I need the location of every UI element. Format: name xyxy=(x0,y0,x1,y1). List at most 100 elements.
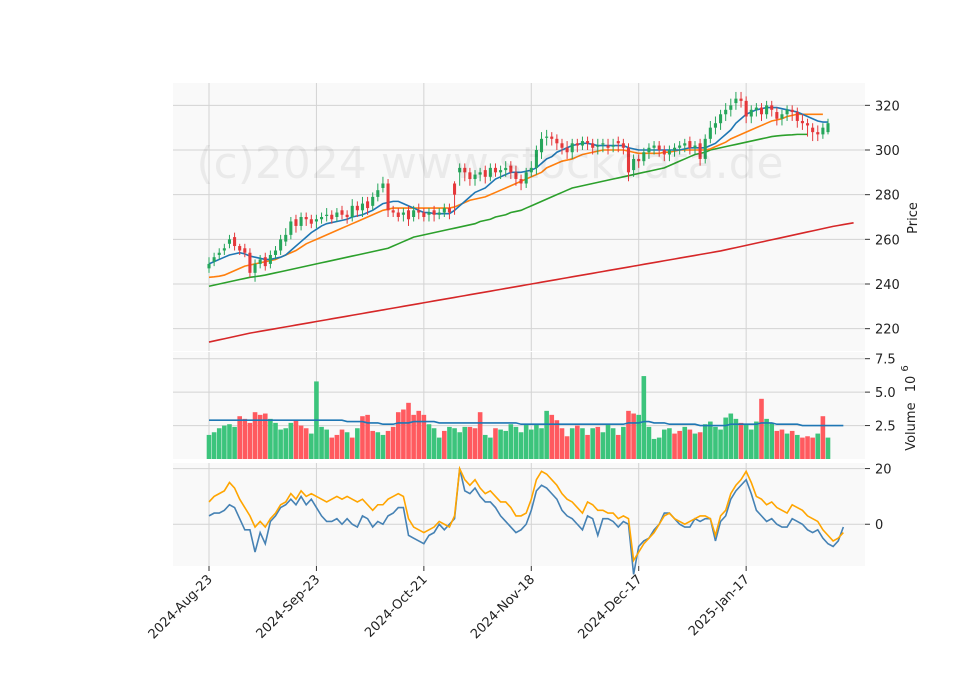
candle-body-118 xyxy=(811,127,815,133)
candle-body-111 xyxy=(775,112,779,119)
x-tick-label-5: 2025-Jan-17 xyxy=(686,572,753,639)
candle-body-117 xyxy=(806,123,810,126)
candle-body-46 xyxy=(442,208,446,213)
volume-bar-83 xyxy=(631,413,636,459)
volume-bar-30 xyxy=(360,416,365,459)
volume-bar-76 xyxy=(595,426,601,459)
volume-bar-28 xyxy=(349,437,355,459)
candle-body-13 xyxy=(273,250,278,255)
candle-body-0 xyxy=(207,263,211,269)
candle-body-23 xyxy=(325,214,329,216)
candle-body-88 xyxy=(657,145,661,150)
candle-body-48 xyxy=(453,183,457,195)
volume-bar-80 xyxy=(615,434,621,459)
volume-bar-51 xyxy=(467,426,473,459)
volume-bar-27 xyxy=(344,432,350,459)
candle-body-24 xyxy=(330,214,334,220)
candle-body-39 xyxy=(406,210,411,220)
volume-bar-29 xyxy=(355,428,360,459)
volume-bar-39 xyxy=(406,402,411,459)
candle-body-78 xyxy=(606,145,610,148)
volume-bar-94 xyxy=(687,429,693,459)
candle-body-93 xyxy=(683,143,687,146)
oscillator-ytick-label-1: 20 xyxy=(875,463,892,478)
candle-body-87 xyxy=(652,145,656,148)
candle-body-63 xyxy=(529,167,533,173)
volume-bar-1 xyxy=(211,432,217,459)
volume-bar-61 xyxy=(518,432,524,459)
candle-body-41 xyxy=(417,210,421,213)
candle-body-7 xyxy=(243,248,247,253)
volume-bar-116 xyxy=(800,437,805,459)
volume-bar-62 xyxy=(523,424,529,459)
candle-body-59 xyxy=(509,165,513,173)
candle-body-113 xyxy=(785,109,789,115)
candle-body-108 xyxy=(759,107,764,115)
candle-body-51 xyxy=(468,172,472,180)
volume-panel: 2.5 5.0 7.5 xyxy=(173,352,896,459)
price-ytick-label-2: 260 xyxy=(875,233,900,248)
candle-body-5 xyxy=(233,237,237,247)
candle-body-61 xyxy=(519,179,523,184)
volume-bar-98 xyxy=(708,421,713,459)
candle-body-25 xyxy=(335,212,339,217)
volume-bar-79 xyxy=(610,428,616,459)
volume-bar-10 xyxy=(257,414,263,459)
volume-bar-15 xyxy=(283,428,289,459)
candle-body-12 xyxy=(268,254,272,264)
candle-body-1 xyxy=(212,257,216,262)
candle-body-82 xyxy=(626,147,631,173)
volume-bar-90 xyxy=(667,428,672,459)
volume-bar-70 xyxy=(564,436,570,459)
candle-body-104 xyxy=(739,98,743,101)
candle-body-54 xyxy=(483,170,487,177)
candle-body-65 xyxy=(539,138,544,153)
volume-bar-13 xyxy=(273,422,278,459)
oscillator-ytick-label-0: 0 xyxy=(875,518,883,533)
candle-body-36 xyxy=(391,210,395,213)
volume-ma-line xyxy=(209,419,844,427)
volume-bar-5 xyxy=(232,426,237,459)
volume-bar-37 xyxy=(395,412,401,459)
volume-bar-102 xyxy=(728,413,734,459)
candle-body-29 xyxy=(355,205,359,211)
volume-bar-55 xyxy=(488,437,493,459)
watermark: (c)2024 www.stockdata.de xyxy=(196,138,783,189)
volume-bar-19 xyxy=(303,428,309,459)
volume-bar-113 xyxy=(784,433,790,459)
volume-bar-114 xyxy=(789,430,795,459)
candle-body-94 xyxy=(688,141,692,148)
price-ytick-label-0: 220 xyxy=(875,323,900,338)
volume-bar-106 xyxy=(748,429,754,459)
volume-bar-18 xyxy=(298,425,304,459)
candle-body-69 xyxy=(560,143,564,148)
volume-bar-8 xyxy=(247,422,253,459)
x-tick-label-4: 2024-Dec-17 xyxy=(575,572,645,642)
candle-body-120 xyxy=(821,127,825,135)
candle-body-15 xyxy=(284,234,288,242)
volume-multiplier-exponent: 6 xyxy=(900,365,911,371)
candle-body-95 xyxy=(693,145,697,148)
x-tick-label-3: 2024-Nov-18 xyxy=(468,572,538,642)
volume-bar-75 xyxy=(590,428,595,459)
volume-bar-3 xyxy=(222,425,227,459)
candle-body-112 xyxy=(780,114,784,119)
volume-bar-9 xyxy=(252,412,258,459)
volume-bar-46 xyxy=(442,430,447,459)
candle-body-11 xyxy=(263,257,267,267)
volume-bar-38 xyxy=(401,409,406,459)
candle-body-21 xyxy=(314,219,318,222)
volume-bar-93 xyxy=(682,426,688,459)
volume-bar-58 xyxy=(503,430,509,459)
volume-bar-31 xyxy=(365,414,370,459)
price-ytick-label-5: 320 xyxy=(875,99,900,114)
price-panel-background xyxy=(173,83,865,351)
volume-bar-100 xyxy=(718,429,723,459)
ma-short-line xyxy=(208,106,828,265)
volume-bar-85 xyxy=(641,376,647,459)
candle-body-9 xyxy=(253,263,257,273)
candle-body-45 xyxy=(437,212,441,215)
volume-bar-57 xyxy=(498,429,503,459)
volume-bar-121 xyxy=(825,437,831,459)
volume-bar-53 xyxy=(477,412,483,459)
